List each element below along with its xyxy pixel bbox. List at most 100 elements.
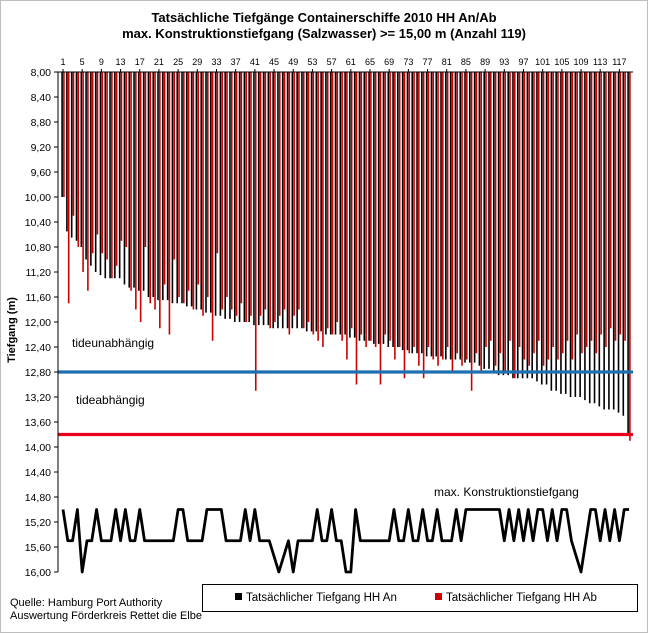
bar-ab-12	[115, 72, 118, 266]
bars-ab-series	[63, 72, 631, 441]
bar-ab-73	[408, 72, 411, 354]
bar-ab-5	[82, 72, 84, 272]
bar-ab-108	[576, 72, 578, 335]
bar-an-113	[598, 72, 601, 407]
bar-ab-4	[77, 72, 80, 247]
bar-an-24	[171, 72, 174, 304]
x-tick-label-3: 9	[99, 57, 104, 67]
bar-ab-25	[178, 72, 180, 297]
x-tick-label-15: 57	[327, 57, 337, 67]
bar-an-20	[152, 72, 155, 297]
bar-ab-97	[523, 72, 526, 360]
x-tick-label-8: 29	[192, 57, 202, 67]
y-tick-label-4: 9,20	[31, 142, 52, 154]
bar-an-31	[205, 72, 207, 313]
bar-ab-2	[67, 72, 70, 304]
bar-an-51	[301, 72, 303, 329]
bar-ab-19	[149, 72, 152, 304]
bar-an-7	[90, 72, 92, 266]
legend-swatch-an	[235, 593, 242, 600]
bar-an-46	[277, 72, 279, 329]
bar-ab-22	[163, 72, 166, 285]
bar-ab-17	[139, 72, 142, 322]
bar-an-32	[209, 72, 212, 313]
bar-an-106	[564, 72, 567, 394]
bar-an-84	[459, 72, 462, 360]
x-tick-label-11: 41	[250, 57, 260, 67]
bar-an-79	[435, 72, 438, 357]
bar-ab-26	[183, 72, 185, 304]
y-tick-label-7: 10,40	[25, 217, 51, 229]
bar-an-98	[526, 72, 529, 379]
bar-ab-15	[130, 72, 132, 291]
y-tick-label-14: 13,20	[25, 392, 51, 404]
bar-an-107	[569, 72, 572, 397]
bar-ab-93	[504, 72, 506, 372]
bar-an-9	[99, 72, 102, 276]
bar-ab-31	[207, 72, 209, 297]
bar-an-25	[176, 72, 179, 304]
y-tick-label-18: 14,80	[25, 492, 51, 504]
bar-an-89	[483, 72, 485, 369]
bar-an-29	[195, 72, 198, 310]
bar-an-55	[320, 72, 322, 332]
bar-an-117	[617, 72, 620, 413]
bar-an-61	[349, 72, 351, 338]
bar-ab-87	[475, 72, 478, 354]
legend-label-an: Tatsächlicher Tiefgang HH An	[246, 592, 397, 604]
bar-ab-84	[461, 72, 463, 366]
bar-ab-37	[235, 72, 238, 316]
bar-an-93	[502, 72, 505, 376]
y-tick-label-12: 12,40	[25, 342, 51, 354]
y-tick-label-2: 8,40	[31, 92, 52, 104]
bar-ab-79	[437, 72, 439, 366]
source-line-2: Auswertung Förderkreis Rettet die Elbe	[10, 610, 202, 622]
annotation-max-design: max. Konstruktionstiefgang	[434, 485, 579, 499]
bar-an-18	[142, 72, 145, 291]
legend-item-ab: Tatsächlicher Tiefgang HH Ab	[435, 591, 597, 605]
bar-an-52	[305, 72, 308, 332]
bar-an-57	[329, 72, 332, 335]
reference-lines	[58, 370, 633, 437]
y-tick-label-19: 15,20	[25, 517, 51, 529]
bar-ab-110	[585, 72, 588, 347]
x-tick-label-2: 5	[80, 57, 85, 67]
bar-ab-98	[528, 72, 530, 366]
bar-ab-13	[120, 72, 123, 241]
bar-an-49	[291, 72, 294, 329]
bar-ab-114	[605, 72, 607, 347]
bar-an-116	[612, 72, 615, 410]
bar-ab-52	[307, 72, 310, 322]
bar-ab-16	[135, 72, 137, 310]
bar-ab-30	[202, 72, 204, 316]
bar-ab-56	[326, 72, 329, 329]
bar-ab-48	[288, 72, 291, 335]
y-tick-label-9: 11,20	[26, 267, 52, 279]
bar-ab-51	[302, 72, 305, 329]
bar-an-42	[257, 72, 260, 326]
bar-ab-101	[542, 72, 545, 366]
bar-an-119	[627, 72, 629, 435]
bar-an-2	[66, 72, 68, 232]
bar-an-43	[262, 72, 265, 326]
bar-an-68	[382, 72, 385, 344]
bar-an-40	[248, 72, 250, 322]
bar-an-69	[387, 72, 390, 347]
y-tick-label-20: 15,60	[25, 542, 51, 554]
bar-ab-74	[413, 72, 415, 347]
annotation-tide-independent: tideunabhängig	[72, 336, 154, 350]
bar-an-48	[286, 72, 289, 329]
bar-an-92	[497, 72, 500, 376]
bar-ab-54	[317, 72, 319, 341]
x-tick-label-17: 65	[365, 57, 375, 67]
bar-an-63	[358, 72, 361, 341]
bar-ab-107	[571, 72, 574, 360]
bar-an-19	[147, 72, 150, 297]
bar-an-108	[574, 72, 577, 397]
bar-ab-43	[264, 72, 267, 310]
bar-an-77	[425, 72, 428, 357]
bars-an-series	[61, 72, 629, 435]
bar-ab-119	[629, 72, 631, 441]
y-tick-label-13: 12,80	[25, 367, 51, 379]
bar-ab-61	[350, 72, 353, 329]
